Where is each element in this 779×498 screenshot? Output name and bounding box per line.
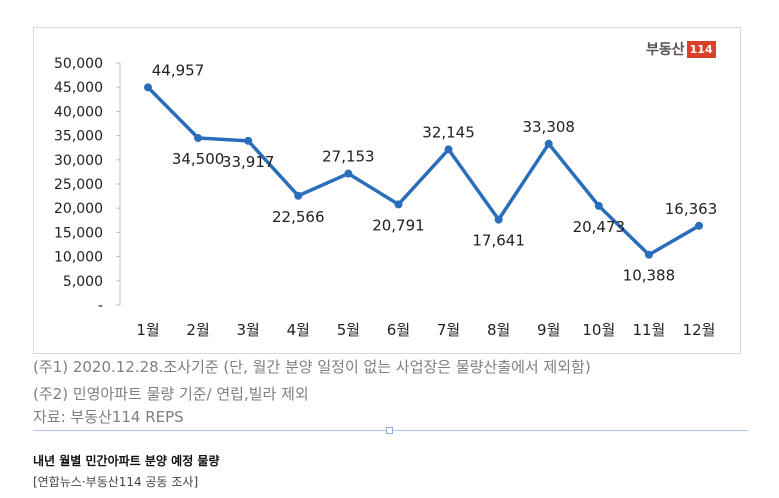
- y-tick-label: 50,000: [54, 56, 103, 72]
- busan114-logo: 부동산 114: [646, 39, 716, 59]
- y-tick-label: 40,000: [54, 104, 103, 120]
- y-tick-label: 5,000: [63, 274, 103, 290]
- data-label: 33,917: [222, 153, 275, 171]
- data-label: 17,641: [472, 232, 525, 250]
- logo-number: 114: [686, 40, 716, 58]
- line-chart: - 5,000 10,000 15,000 20,000 25,000 30,000 35,0…: [54, 56, 718, 339]
- data-point: [444, 145, 453, 154]
- image-caption-title: 내년 월별 민간아파트 분양 예정 물량: [33, 454, 220, 468]
- x-tick-label: 11월: [632, 321, 665, 339]
- y-tick-label: 20,000: [54, 201, 103, 217]
- x-tick-label: 5월: [337, 321, 360, 339]
- x-tick-label: 7월: [437, 321, 460, 339]
- y-tick-label: 35,000: [54, 129, 103, 145]
- data-label: 20,791: [372, 216, 425, 234]
- data-label: 22,566: [272, 208, 325, 226]
- y-tick-label: 45,000: [54, 80, 103, 96]
- data-point: [544, 139, 553, 148]
- chart-frame: [33, 27, 741, 354]
- data-point: [144, 83, 152, 92]
- note-1: (주1) 2020.12.28.조사기준 (단, 월간 분양 일정이 없는 사업…: [33, 358, 591, 376]
- x-tick-label: 4월: [287, 321, 310, 339]
- note-2: (주2) 민영아파트 물량 기준/ 연립,빌라 제외: [33, 385, 309, 403]
- data-point: [194, 134, 203, 143]
- x-tick-label: 1월: [136, 321, 159, 339]
- data-point: [394, 200, 403, 209]
- data-label: 27,153: [322, 148, 375, 166]
- data-label: 10,388: [623, 267, 676, 285]
- logo-text: 부동산: [646, 42, 685, 58]
- data-point: [494, 215, 503, 224]
- y-tick-label: 25,000: [54, 177, 103, 193]
- series-line: [146, 85, 701, 257]
- data-point: [244, 136, 253, 145]
- data-point: [294, 191, 303, 200]
- data-point: [594, 201, 603, 210]
- x-tick-label: 6월: [387, 321, 410, 339]
- image-caption-source: [연합뉴스·부동산114 공동 조사]: [33, 475, 199, 489]
- data-point: [695, 221, 703, 230]
- y-tick-label: 10,000: [54, 250, 103, 266]
- x-tick-label: 9월: [537, 321, 560, 339]
- data-label: 32,145: [422, 123, 475, 141]
- data-point: [344, 169, 353, 178]
- y-tick-label: -: [98, 298, 103, 314]
- data-label: 16,363: [665, 200, 718, 218]
- x-tick-label: 12월: [683, 321, 716, 339]
- data-label: 34,500: [172, 150, 225, 168]
- data-label: 20,473: [573, 218, 626, 236]
- x-tick-label: 3월: [237, 321, 260, 339]
- data-label: 44,957: [152, 61, 205, 79]
- x-tick-label: 8월: [487, 321, 510, 339]
- y-tick-label: 30,000: [54, 153, 103, 169]
- data-label: 33,308: [522, 118, 575, 136]
- x-tick-label: 2월: [186, 321, 209, 339]
- divider-handle[interactable]: [386, 427, 393, 434]
- data-point: [644, 250, 653, 259]
- y-tick-label: 15,000: [54, 225, 103, 241]
- note-source: 자료: 부동산114 REPS: [33, 408, 184, 426]
- x-tick-label: 10월: [582, 321, 615, 339]
